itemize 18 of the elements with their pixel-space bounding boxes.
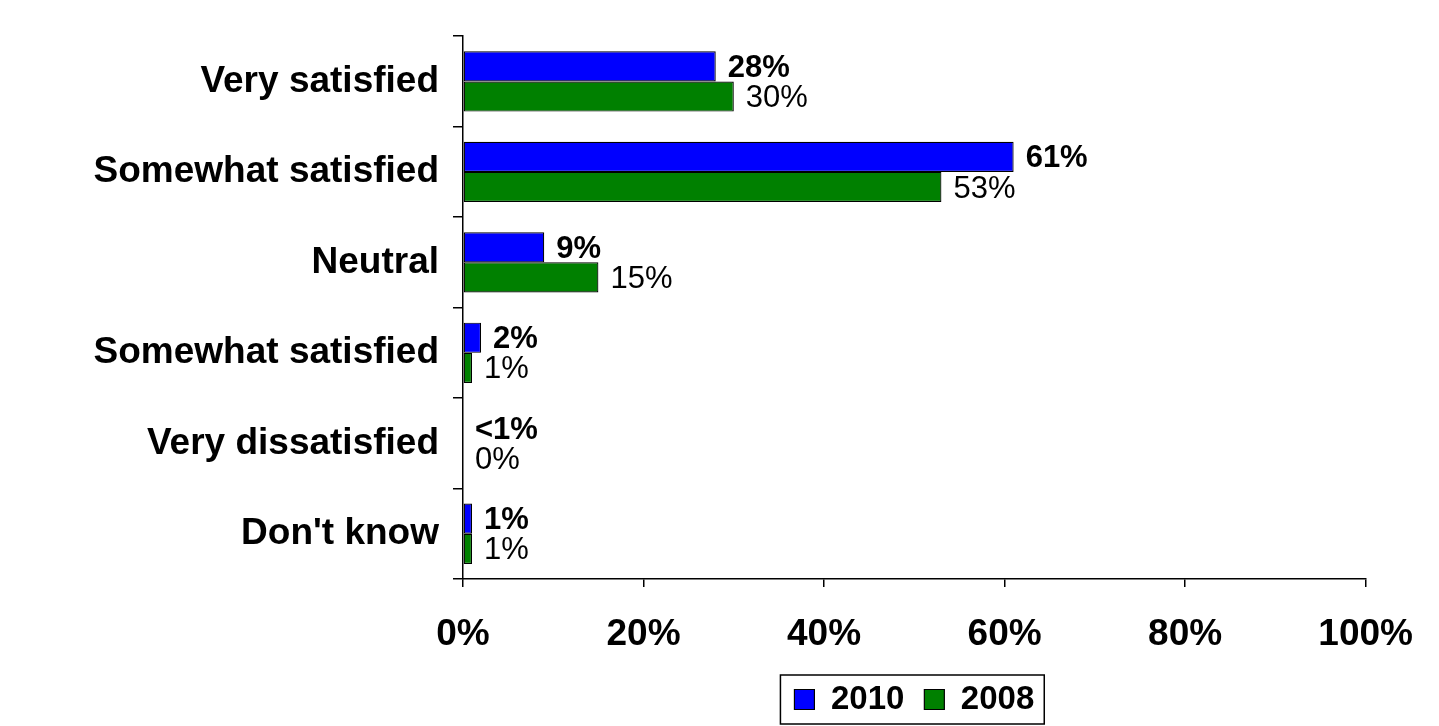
data-label: 9% (556, 229, 602, 265)
y-tick-label: Neutral (311, 239, 439, 281)
y-tick-label: Somewhat satisfied (93, 149, 439, 191)
legend-label: 2010 (830, 678, 905, 716)
data-label: 53% (953, 169, 1016, 205)
data-label: 15% (610, 260, 673, 295)
y-tick-label: Don't know (241, 510, 440, 552)
y-tick-label: Somewhat satisfied (93, 330, 439, 372)
x-tick-label: 100% (1318, 612, 1413, 654)
x-tick-label: 80% (1148, 612, 1223, 654)
x-tick-label: 40% (787, 612, 862, 654)
y-tick-label: Very satisfied (200, 58, 439, 100)
x-tick-label: 20% (606, 612, 681, 654)
legend-label: 2008 (960, 678, 1035, 716)
y-tick-label: Very dissatisfied (146, 420, 439, 462)
x-tick-label: 0% (436, 612, 490, 654)
data-label: 61% (1025, 139, 1088, 175)
x-tick-label: 60% (967, 612, 1042, 654)
